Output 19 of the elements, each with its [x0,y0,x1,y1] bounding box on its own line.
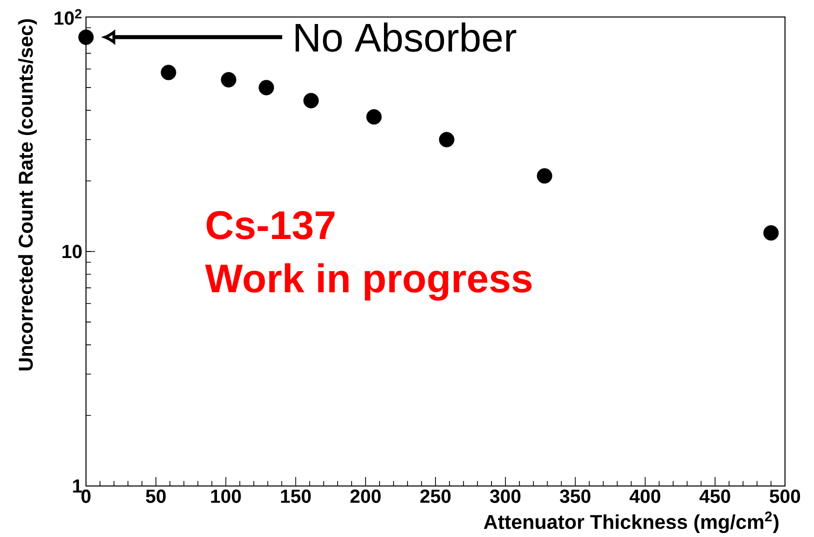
x-tick-label: 200 [350,490,381,503]
y-axis-title: Uncorrected Count Rate (counts/sec) [18,19,37,370]
x-axis-title: Attenuator Thickness (mg/cm$^{2}$) [484,512,778,534]
x-tick-label: 350 [560,490,590,504]
y-tick-label: 10 [62,244,82,258]
x-tick-label: 0 [81,490,91,503]
x-tick-label: 250 [420,490,451,503]
annotation: Work in progress [205,263,532,301]
x-tick-label: 150 [281,490,311,503]
x-tick-label: 500 [770,490,800,503]
annotation: Cs-137 [206,211,334,240]
annotation: No Absorber [296,22,516,52]
x-tick-label: 450 [700,490,730,503]
y-tick-label: 1 [73,479,82,493]
x-tick-label: 300 [490,490,520,504]
x-tick-label: 400 [630,490,660,503]
x-tick-label: 50 [146,490,166,503]
x-tick-label: 100 [211,490,241,503]
y-tick-label: 10$^{2}$ [54,9,82,25]
